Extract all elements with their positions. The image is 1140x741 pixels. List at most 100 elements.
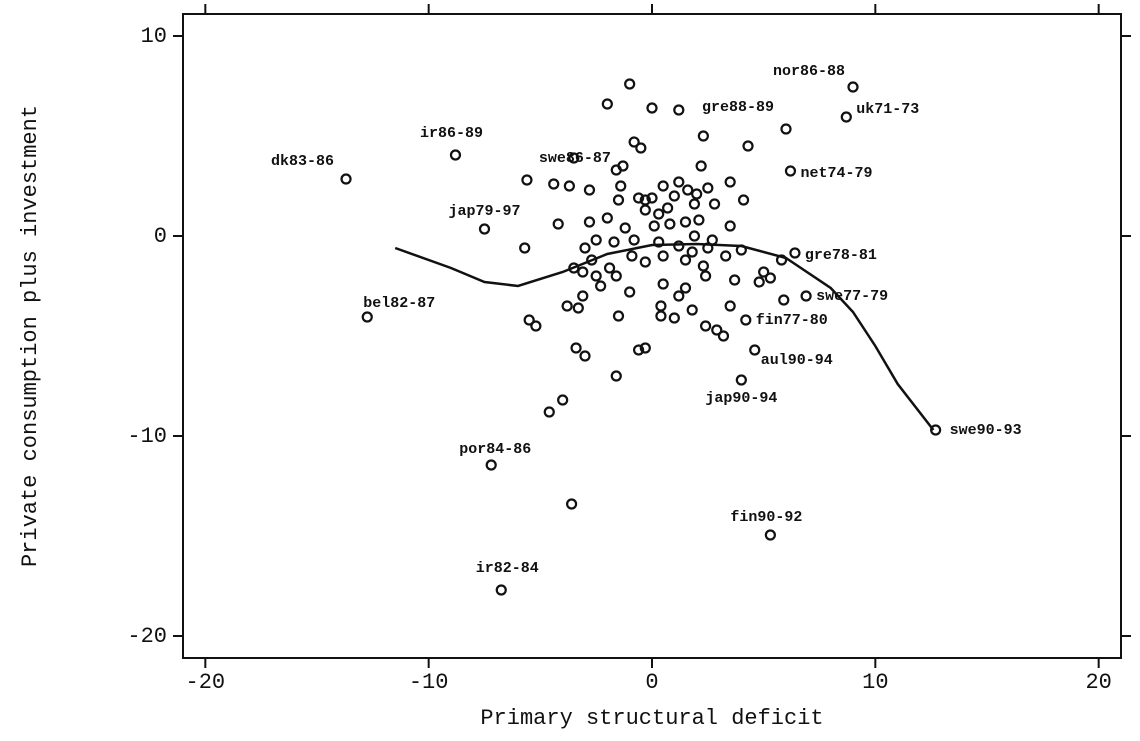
- point: [557, 394, 569, 406]
- point: [691, 188, 703, 200]
- point-label: gre88-89: [702, 99, 774, 116]
- point-label: bel82-87: [363, 295, 435, 312]
- point: [523, 314, 535, 326]
- point: [655, 310, 667, 322]
- point: [847, 81, 859, 93]
- point: [615, 180, 627, 192]
- smooth-line: [394, 242, 935, 431]
- point: [590, 270, 602, 282]
- point-label: uk71-73: [856, 101, 919, 118]
- point: [784, 165, 797, 177]
- point: [568, 152, 580, 164]
- point: [563, 180, 575, 192]
- point: [740, 314, 752, 326]
- x-tick-label: 0: [645, 670, 658, 695]
- y-tick-label: -10: [127, 424, 167, 449]
- point: [568, 262, 580, 274]
- point: [699, 320, 712, 332]
- point: [635, 142, 647, 154]
- point: [579, 242, 591, 254]
- point: [668, 312, 680, 324]
- point: [519, 242, 531, 254]
- point: [619, 222, 631, 234]
- point: [724, 300, 736, 312]
- point: [612, 194, 625, 206]
- point: [601, 212, 613, 224]
- point: [639, 204, 651, 216]
- point-label: ir86-89: [420, 125, 483, 142]
- point: [610, 164, 622, 176]
- point: [664, 218, 676, 230]
- point-label: ir82-84: [476, 560, 539, 577]
- point: [608, 236, 620, 248]
- point-label: jap79-97: [448, 203, 520, 220]
- x-tick-label: -20: [186, 670, 226, 695]
- point: [521, 174, 533, 186]
- point: [706, 234, 718, 246]
- point: [586, 254, 598, 266]
- point: [764, 272, 776, 284]
- point: [639, 256, 651, 268]
- point-label: swe86-87: [539, 150, 611, 167]
- point: [624, 286, 636, 298]
- point: [717, 330, 730, 342]
- point: [543, 406, 555, 418]
- point: [695, 160, 707, 172]
- point-label: swe90-93: [950, 422, 1022, 439]
- point: [646, 192, 658, 204]
- point: [789, 247, 801, 259]
- point: [758, 266, 770, 278]
- point: [749, 344, 761, 356]
- point: [724, 176, 736, 188]
- point: [697, 260, 709, 272]
- point: [673, 176, 685, 188]
- point-label: gre78-81: [805, 247, 877, 264]
- point: [775, 254, 788, 266]
- point: [648, 220, 660, 232]
- point: [720, 250, 732, 262]
- point: [653, 208, 665, 220]
- point: [639, 342, 651, 354]
- point: [485, 459, 497, 471]
- point: [583, 184, 596, 196]
- x-axis-label: Primary structural deficit: [480, 706, 823, 731]
- point: [610, 370, 622, 382]
- point: [561, 300, 573, 312]
- point: [570, 342, 582, 354]
- point: [590, 234, 602, 246]
- point: [800, 290, 812, 302]
- point: [601, 98, 613, 110]
- point: [552, 218, 564, 230]
- point: [673, 240, 685, 252]
- point: [628, 136, 640, 148]
- point: [628, 234, 640, 246]
- point: [577, 266, 589, 278]
- point: [603, 262, 616, 274]
- point: [737, 194, 750, 206]
- point-label: aul90-94: [761, 352, 833, 369]
- point: [624, 78, 636, 90]
- point: [626, 250, 638, 262]
- point: [711, 324, 723, 336]
- point: [579, 350, 591, 362]
- point: [495, 584, 507, 596]
- x-tick-label: -10: [409, 670, 449, 695]
- point: [668, 190, 680, 202]
- point: [702, 182, 714, 194]
- y-tick-label: 0: [154, 224, 167, 249]
- point: [655, 300, 667, 312]
- point: [686, 304, 698, 316]
- point: [361, 311, 373, 323]
- point-label: jap90-94: [705, 390, 777, 407]
- point: [729, 274, 741, 286]
- point: [693, 214, 705, 226]
- point: [662, 202, 674, 214]
- point: [735, 244, 747, 256]
- point: [688, 230, 701, 242]
- point-label: nor86-88: [773, 63, 845, 80]
- point: [449, 149, 462, 161]
- point: [657, 278, 669, 290]
- point: [753, 276, 765, 288]
- point: [572, 302, 584, 314]
